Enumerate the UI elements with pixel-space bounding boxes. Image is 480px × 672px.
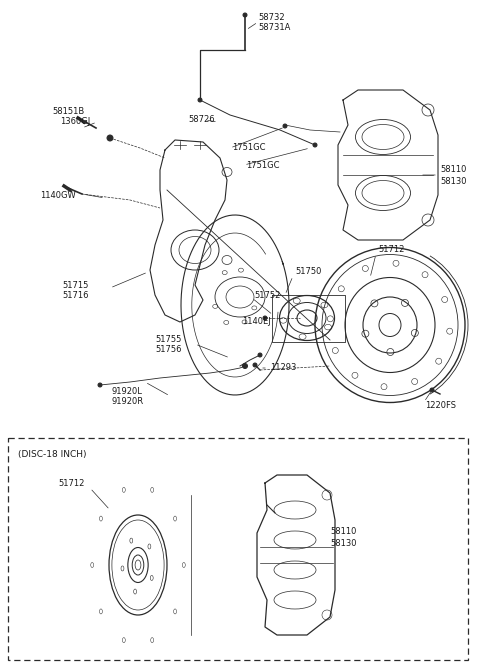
Polygon shape — [257, 475, 335, 635]
Text: 58130: 58130 — [440, 177, 467, 185]
Text: 51715: 51715 — [62, 280, 88, 290]
Text: 91920L: 91920L — [112, 388, 143, 396]
Text: 1360GJ: 1360GJ — [60, 118, 90, 126]
Circle shape — [242, 364, 248, 368]
Text: (DISC-18 INCH): (DISC-18 INCH) — [18, 450, 86, 460]
Text: 91920R: 91920R — [112, 398, 144, 407]
Text: 58732: 58732 — [258, 13, 285, 22]
Text: 1140EJ: 1140EJ — [242, 317, 271, 327]
Text: 58130: 58130 — [330, 538, 357, 548]
Circle shape — [98, 383, 102, 387]
Circle shape — [430, 388, 434, 392]
Circle shape — [313, 143, 317, 147]
Text: 1751GC: 1751GC — [246, 161, 279, 169]
Text: 58731A: 58731A — [258, 24, 290, 32]
Text: 51755: 51755 — [155, 335, 181, 345]
Text: 58726: 58726 — [188, 116, 215, 124]
Circle shape — [198, 98, 202, 102]
Circle shape — [258, 353, 262, 357]
Text: 1220FS: 1220FS — [425, 401, 456, 409]
Text: 1751GC: 1751GC — [232, 144, 265, 153]
Text: 11293: 11293 — [270, 364, 296, 372]
Text: 51712: 51712 — [378, 245, 404, 255]
Circle shape — [283, 124, 287, 128]
Circle shape — [107, 135, 113, 141]
Text: 51716: 51716 — [62, 290, 88, 300]
Text: 51752: 51752 — [254, 290, 280, 300]
Text: 51712: 51712 — [58, 480, 84, 489]
Text: 58110: 58110 — [440, 165, 467, 175]
Text: 58151B: 58151B — [52, 108, 84, 116]
Polygon shape — [338, 90, 438, 240]
Circle shape — [263, 316, 267, 320]
Circle shape — [243, 13, 247, 17]
Text: 51756: 51756 — [155, 345, 181, 355]
Text: 51750: 51750 — [295, 267, 322, 276]
Text: 1140GW: 1140GW — [40, 190, 76, 200]
Circle shape — [253, 363, 257, 367]
Text: 58110: 58110 — [330, 528, 356, 536]
